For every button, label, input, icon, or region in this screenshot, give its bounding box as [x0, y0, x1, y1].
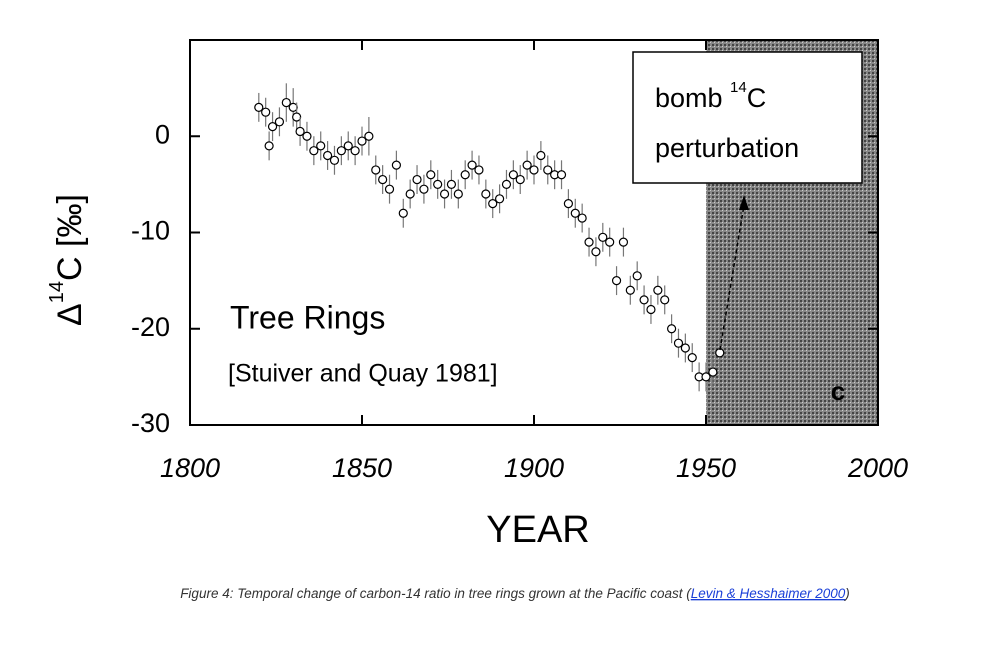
data-point — [543, 165, 553, 175]
annotation: perturbation — [655, 133, 799, 163]
data-point — [439, 189, 450, 199]
data-point — [378, 174, 388, 185]
x-axis-label: YEAR — [486, 509, 589, 551]
data-point — [446, 179, 457, 189]
data-point — [292, 112, 302, 122]
data-point — [426, 170, 436, 180]
y-tick-label: -30 — [131, 408, 170, 438]
data-point — [474, 165, 484, 175]
data-point — [598, 232, 608, 242]
data-point — [508, 170, 518, 180]
annotation: bomb 14C — [655, 79, 766, 113]
data-point — [329, 155, 340, 165]
data-point — [639, 295, 649, 305]
data-point — [288, 102, 298, 112]
x-tick-label: 1800 — [160, 453, 220, 483]
data-point — [261, 107, 271, 117]
data-point — [281, 97, 291, 108]
data-point — [660, 295, 670, 305]
data-point — [646, 304, 656, 315]
data-point — [605, 237, 615, 247]
data-point — [364, 131, 374, 141]
data-point — [584, 237, 594, 247]
y-tick-label: 0 — [155, 119, 170, 149]
data-point — [309, 146, 319, 156]
annotation-box — [632, 51, 863, 184]
y-axis-label: Δ14C [‰] — [46, 194, 89, 326]
x-tick-label: 1900 — [504, 453, 564, 483]
data-point — [632, 271, 642, 281]
data-point — [384, 184, 395, 194]
data-point — [412, 174, 422, 185]
x-tick-label: 1850 — [332, 453, 392, 483]
panel-label: c — [831, 376, 845, 406]
data-point — [673, 338, 684, 348]
data-point — [570, 208, 580, 218]
data-point — [391, 160, 401, 170]
data-point — [460, 170, 470, 180]
data-point — [522, 160, 532, 170]
data-point — [666, 324, 677, 334]
arrowhead — [739, 195, 749, 210]
data-point — [708, 367, 718, 377]
data-point — [453, 189, 463, 199]
data-point — [701, 372, 711, 382]
data-point — [357, 136, 367, 146]
annotation: [Stuiver and Quay 1981] — [228, 360, 498, 388]
data-point — [515, 174, 525, 185]
data-point — [398, 208, 408, 218]
data-point — [336, 146, 346, 156]
arrow — [719, 204, 745, 351]
x-tick-label: 2000 — [847, 453, 908, 483]
data-point — [563, 199, 574, 209]
annotation-sup: 14 — [730, 79, 747, 96]
annotation-text: C — [747, 83, 767, 113]
data-point — [625, 285, 635, 295]
data-point — [264, 141, 274, 151]
data-point — [302, 131, 312, 141]
data-point — [501, 179, 512, 189]
data-point — [433, 179, 443, 189]
data-point — [481, 189, 491, 199]
data-point — [680, 343, 690, 353]
data-point — [611, 276, 622, 286]
data-point — [653, 285, 663, 295]
caption-link[interactable]: Levin & Hesshaimer 2000 — [691, 586, 846, 601]
y-tick-label: -20 — [131, 312, 170, 342]
data-point — [467, 160, 477, 170]
data-point — [267, 122, 278, 132]
data-point — [715, 348, 725, 358]
data-point — [577, 213, 587, 223]
data-point — [405, 189, 415, 199]
data-point — [274, 117, 285, 127]
data-point — [591, 247, 601, 257]
annotation-text: bomb — [655, 83, 730, 113]
caption-text: ) — [843, 586, 850, 601]
y-tick-label: -10 — [131, 216, 170, 246]
data-point — [556, 170, 567, 180]
y-label-part: C [‰] — [51, 194, 89, 281]
data-point — [323, 150, 333, 161]
annotation: Tree Rings — [230, 299, 385, 335]
data-point — [618, 237, 629, 247]
data-point — [343, 141, 353, 151]
y-label-part: Δ — [51, 303, 89, 326]
x-tick-label: 1950 — [676, 453, 736, 483]
caption-text: Figure 4: Temporal change of carbon-14 r… — [180, 586, 692, 601]
data-point — [687, 353, 697, 363]
data-point — [495, 194, 505, 204]
data-point — [295, 126, 305, 137]
data-point — [316, 141, 326, 151]
y-label-sup: 14 — [46, 281, 68, 303]
data-point — [488, 199, 498, 209]
data-point — [536, 150, 546, 161]
caption: Figure 4: Temporal change of carbon-14 r… — [180, 586, 850, 601]
data-point — [371, 165, 381, 175]
data-point — [419, 184, 429, 194]
data-point — [529, 165, 539, 175]
data-point — [254, 102, 264, 112]
data-point — [350, 146, 360, 156]
